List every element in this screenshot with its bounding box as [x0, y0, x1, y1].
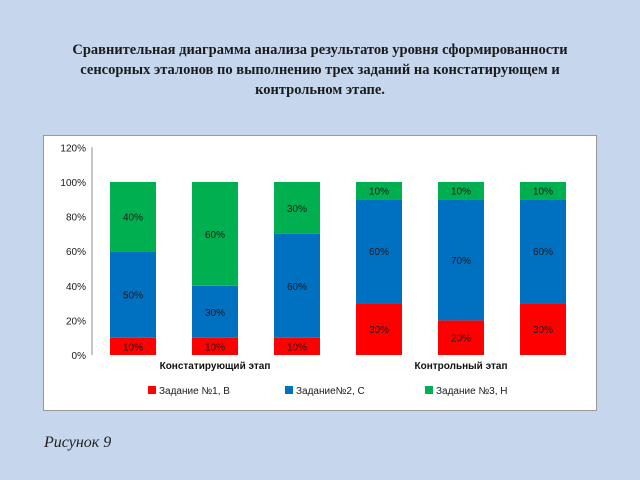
- legend-swatch: [285, 386, 293, 394]
- bar-segment: [520, 303, 566, 355]
- legend-label: Задание№2, С: [296, 386, 365, 397]
- bar-segment: [438, 182, 484, 200]
- data-label: 10%: [451, 187, 471, 198]
- data-label: 10%: [205, 342, 225, 353]
- bar-segment: [274, 337, 320, 355]
- bar-segment: [192, 337, 238, 355]
- figure-caption: Рисунок 9: [44, 434, 112, 451]
- legend-label: Задание №3, Н: [436, 386, 508, 397]
- data-label: 10%: [533, 187, 553, 198]
- group-label: Констатирующий этап: [160, 361, 271, 372]
- bar-segment: [110, 337, 156, 355]
- data-label: 30%: [369, 325, 389, 336]
- bar-segment: [438, 320, 484, 355]
- data-label: 20%: [451, 334, 471, 345]
- stacked-bar-chart: 0% 20% 40% 60% 80% 100% 120% 10% 50% 40% 10% 30% 60%…: [60, 143, 566, 397]
- y-tick-label: 60%: [66, 247, 86, 258]
- bar-segment: [274, 182, 320, 234]
- y-tick-label: 40%: [66, 282, 86, 293]
- bar-segment: [438, 199, 484, 321]
- data-label: 60%: [205, 230, 225, 241]
- y-tick-label: 20%: [66, 316, 86, 327]
- y-tick-label: 120%: [60, 143, 86, 154]
- data-label: 30%: [205, 308, 225, 319]
- group-label: Контрольный этап: [414, 361, 507, 372]
- y-tick-label: 0%: [72, 351, 87, 362]
- slide-title: Сравнительная диаграмма анализа результа…: [72, 42, 568, 98]
- bar-segment: [110, 251, 156, 338]
- legend-swatch: [148, 386, 156, 394]
- bar-segment: [192, 182, 238, 286]
- data-label: 10%: [123, 342, 143, 353]
- bar-segment: [192, 285, 238, 338]
- bar-segment: [356, 303, 402, 355]
- bar-segment: [274, 233, 320, 338]
- data-label: 40%: [123, 213, 143, 224]
- bar-segment: [110, 182, 156, 252]
- bar-segment: [520, 199, 566, 304]
- legend-swatch: [425, 386, 433, 394]
- data-label: 50%: [123, 290, 143, 301]
- data-label: 60%: [369, 247, 389, 258]
- data-label: 30%: [533, 325, 553, 336]
- data-label: 60%: [533, 247, 553, 258]
- data-label: 10%: [369, 187, 389, 198]
- chart-panel: 0% 20% 40% 60% 80% 100% 120% 10% 50% 40% 10% 30% 60%…: [43, 135, 597, 411]
- data-label: 60%: [287, 282, 307, 293]
- data-label: 30%: [287, 204, 307, 215]
- bar-segment: [520, 182, 566, 200]
- y-tick-label: 100%: [60, 178, 86, 189]
- y-tick-label: 80%: [66, 213, 86, 224]
- bar-segment: [356, 199, 402, 304]
- data-label: 70%: [451, 256, 471, 267]
- bar-segment: [356, 182, 402, 200]
- data-label: 10%: [287, 342, 307, 353]
- legend-label: Задание №1, В: [159, 386, 230, 397]
